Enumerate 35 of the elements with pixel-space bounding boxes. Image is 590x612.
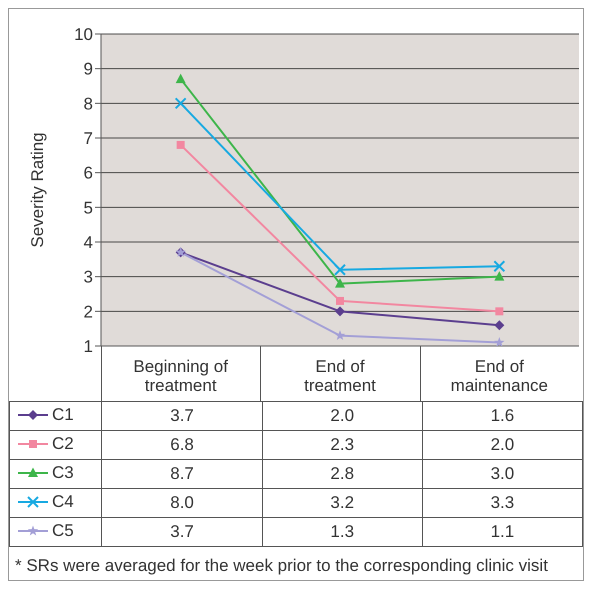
y-tick-label: 7 <box>84 129 93 148</box>
y-tick-label: 2 <box>84 302 93 322</box>
data-label: 6.8 <box>102 430 262 460</box>
y-tick-label: 3 <box>84 268 93 287</box>
data-label: 1.6 <box>422 402 582 430</box>
data-label: 8.0 <box>102 488 262 518</box>
data-label: 3.3 <box>422 488 582 518</box>
y-tick-label: 8 <box>84 94 93 114</box>
data-label: 1.1 <box>422 518 582 546</box>
data-label: 3.0 <box>422 460 582 488</box>
data-label: 3.2 <box>262 488 422 518</box>
x-tick-label: End of treatment <box>304 357 376 395</box>
x-tick-label: End of maintenance <box>450 357 548 395</box>
legend-label: C2 <box>52 434 74 454</box>
data-label: 3.7 <box>102 518 262 546</box>
y-tick-label: 1 <box>84 337 93 356</box>
y-tick-label: 9 <box>84 60 93 79</box>
data-label: 3.7 <box>102 402 262 430</box>
legend-label: C3 <box>52 463 74 483</box>
text: * SRs were averaged for the week prior to the corresponding clinic visit <box>14 555 549 577</box>
y-tick-label: 6 <box>84 164 93 183</box>
x-tick-label: Beginning of treatment <box>133 357 228 395</box>
y-tick-label: 10 <box>74 25 93 44</box>
data-label: 2.0 <box>422 430 582 460</box>
legend-label: C5 <box>52 521 74 541</box>
legend-label: C4 <box>52 492 74 512</box>
legend-label: C1 <box>52 405 74 425</box>
data-label: 2.3 <box>262 430 422 460</box>
y-tick-label: 4 <box>84 233 93 252</box>
data-label: 8.7 <box>102 460 262 488</box>
y-tick-label: 5 <box>84 198 93 218</box>
data-label: 2.0 <box>262 402 422 430</box>
data-label: 2.8 <box>262 460 422 488</box>
y-axis-title: Severity Rating <box>28 132 48 248</box>
data-label: 1.3 <box>262 518 422 546</box>
